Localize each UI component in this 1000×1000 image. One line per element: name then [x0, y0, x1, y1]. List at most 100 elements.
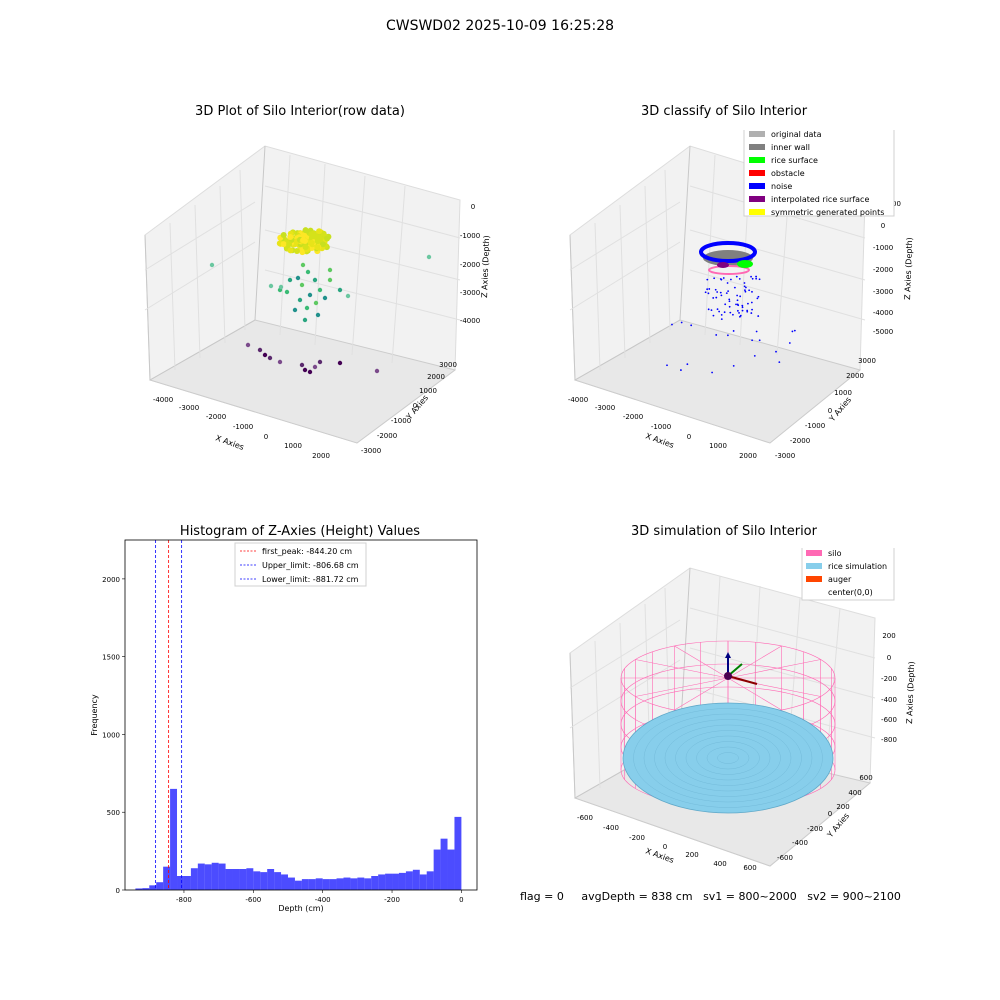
legend-label: center(0,0)	[828, 588, 873, 597]
histogram-bar	[364, 878, 372, 890]
noise-point	[751, 339, 754, 342]
histogram-bar	[267, 869, 275, 890]
noise-point	[757, 295, 760, 298]
histogram-bar	[246, 868, 254, 890]
noise-point	[758, 278, 761, 281]
histogram-bar	[447, 849, 455, 890]
noise-point	[730, 278, 732, 281]
noise-point	[751, 290, 753, 293]
x-tick: -3000	[179, 404, 199, 412]
x-tick: -4000	[153, 396, 173, 404]
noise-point	[736, 299, 739, 302]
histogram-bar	[225, 869, 233, 890]
z-tick: -800	[881, 736, 897, 744]
histogram-chart: -800 -600 -400 -200 0 0 500 1000 1500 2000 Depth…	[90, 539, 478, 913]
rice-mesh-ring	[706, 746, 750, 770]
x-tick-label: 0	[459, 896, 463, 904]
noise-point	[728, 300, 731, 303]
x-tick: 1000	[709, 442, 727, 450]
legend-label: symmetric generated points	[771, 208, 884, 217]
histogram-bar	[308, 879, 316, 890]
noise-point	[707, 308, 710, 311]
histogram-bar	[287, 877, 295, 890]
x-tick: 0	[264, 433, 268, 441]
avg-depth-text: avgDepth = 838 cm	[581, 890, 693, 903]
noise-point	[720, 294, 723, 297]
legend: silo rice simulation auger center(0,0)	[801, 548, 895, 601]
noise-point	[744, 286, 747, 289]
z-tick: -3000	[873, 288, 893, 296]
legend-label: silo	[828, 549, 842, 558]
histogram-bar	[211, 862, 219, 890]
y-tick: 400	[848, 789, 861, 797]
legend: original data inner wall rice surface obsta…	[743, 130, 895, 217]
noise-point	[666, 364, 668, 367]
noise-point	[720, 318, 723, 321]
z-axis-label: Z Axies (Depth)	[905, 661, 916, 724]
noise-point	[738, 312, 740, 314]
noise-point	[737, 304, 740, 307]
data-point	[286, 241, 293, 248]
y-axis-label: Frequency	[90, 694, 99, 736]
legend-label: noise	[771, 182, 792, 191]
x-axis-label: X Axies	[644, 846, 675, 865]
histogram-bar	[385, 873, 393, 890]
histogram-bar	[350, 878, 358, 890]
data-point	[277, 359, 283, 365]
data-point	[305, 269, 311, 275]
data-point	[297, 297, 303, 303]
noise-point	[711, 371, 714, 374]
histogram-bar	[371, 876, 379, 890]
z-tick: 0	[471, 203, 475, 211]
data-point	[209, 262, 215, 268]
histogram-bar	[301, 879, 309, 890]
rice-mesh-ring	[664, 724, 792, 792]
y-tick: 3000	[439, 361, 457, 369]
noise-point	[723, 311, 726, 314]
rice-mesh-ring	[696, 741, 760, 775]
histogram-bar	[433, 849, 441, 890]
noise-ring	[699, 241, 757, 263]
data-point	[302, 367, 308, 373]
panel1-title: 3D Plot of Silo Interior(row data)	[195, 104, 405, 119]
data-point	[319, 241, 326, 248]
x-tick: -3000	[595, 404, 615, 412]
reference-lines	[155, 540, 183, 890]
data-point	[324, 235, 331, 242]
noise-point	[712, 314, 715, 317]
histogram-bar	[253, 871, 261, 890]
legend-swatch	[749, 170, 765, 176]
noise-point	[755, 330, 758, 333]
data-point	[295, 275, 301, 281]
legend-swatch	[749, 144, 765, 150]
legend-label: inner wall	[771, 143, 810, 152]
data-point	[302, 244, 309, 251]
legend: first_peak: -844.20 cm Upper_limit: -806…	[234, 542, 367, 587]
x-tick: -400	[603, 824, 619, 832]
noise-point	[732, 364, 735, 367]
silo-spoke	[674, 677, 729, 711]
rice-mesh-ring	[717, 752, 739, 764]
legend-swatch	[749, 183, 765, 189]
rice-mesh-ring	[685, 735, 771, 781]
data-point	[314, 238, 321, 245]
y-tick: 1000	[834, 389, 852, 397]
noise-point	[715, 334, 718, 336]
x-tick-label: -200	[384, 896, 400, 904]
histogram-bar	[322, 879, 330, 890]
z-tick: -3000	[460, 289, 480, 297]
y-tick-label: 1000	[102, 731, 120, 739]
noise-point	[728, 305, 731, 308]
data-point	[278, 284, 284, 290]
noise-point	[680, 369, 682, 371]
z-tick: -2000	[460, 261, 480, 269]
panel4-title: 3D simulation of Silo Interior	[631, 524, 817, 539]
x-tick-label: -800	[176, 896, 192, 904]
x-tick: -1000	[651, 423, 671, 431]
y-tick: -200	[807, 825, 823, 833]
data-point	[307, 369, 313, 375]
z-tick: -1000	[460, 232, 480, 240]
y-tick: 2000	[427, 373, 445, 381]
histogram-bar	[197, 863, 205, 890]
rice-mesh-ring	[643, 713, 813, 803]
